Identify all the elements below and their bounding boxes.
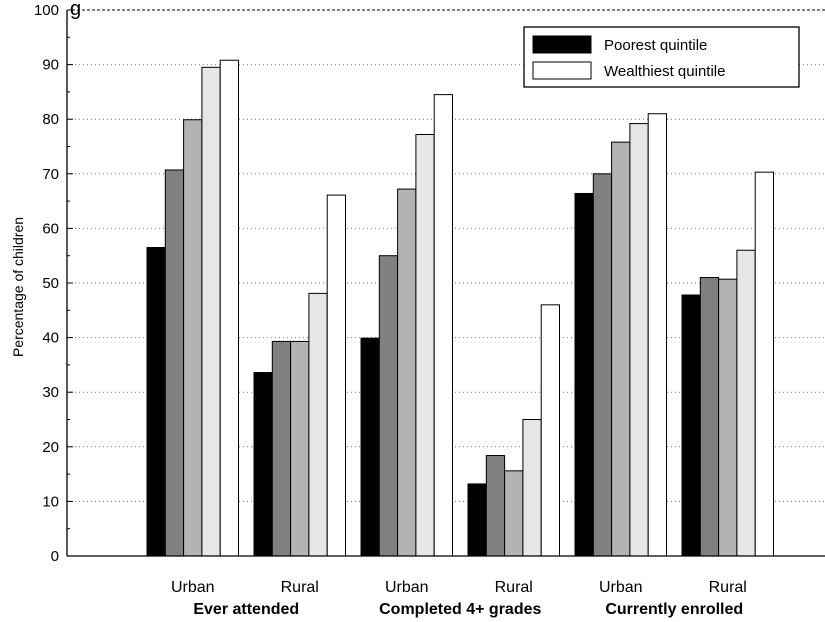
bar-6-q4 xyxy=(736,249,756,557)
y-tick-label: 10 xyxy=(42,493,59,510)
bar-6-q3 xyxy=(718,278,738,557)
y-axis-title: Percentage of children xyxy=(10,217,26,357)
legend-swatch-poorest xyxy=(532,35,592,54)
group-label: Currently enrolled xyxy=(605,601,743,618)
group-label: Completed 4+ grades xyxy=(379,601,541,618)
bar-6-q2 xyxy=(699,277,720,557)
y-tick-label: 20 xyxy=(42,439,59,456)
bar-3-q5 xyxy=(433,94,454,557)
bar-5-q4 xyxy=(629,123,649,557)
legend: Poorest quintile Wealthiest quintile xyxy=(523,26,800,88)
category-label-urban: Urban xyxy=(385,579,429,596)
labels-layer: 0 10 20 30 40 50 60 70 80 90 100 Urban Rural Urban Rur… xyxy=(34,2,747,618)
bar-3-q2 xyxy=(378,255,399,557)
bar-1-q5 xyxy=(219,59,239,557)
bar-2-q1 xyxy=(253,372,273,557)
y-tick-label: 30 xyxy=(42,384,59,401)
bar-2-q3 xyxy=(290,340,310,557)
bar-4-q4 xyxy=(522,419,542,557)
axes-layer xyxy=(66,9,825,557)
chart-title-fragment: g xyxy=(70,0,81,20)
y-tick-label: 100 xyxy=(34,2,59,19)
category-label-rural: Rural xyxy=(709,579,747,596)
bar-2-q5 xyxy=(326,194,347,557)
y-tick-label: 70 xyxy=(42,166,59,183)
bar-5-q3 xyxy=(611,141,631,557)
legend-label-poorest: Poorest quintile xyxy=(604,37,707,54)
category-label-urban: Urban xyxy=(171,579,215,596)
group-label: Ever attended xyxy=(193,601,299,618)
bar-1-q1 xyxy=(146,247,166,557)
bar-1-q3 xyxy=(183,119,203,557)
y-tick-label: 50 xyxy=(42,275,59,292)
bar-2-q2 xyxy=(271,340,292,557)
bar-1-q4 xyxy=(201,66,221,557)
y-tick-label: 60 xyxy=(42,220,59,237)
y-tick-label: 90 xyxy=(42,57,59,74)
bar-3-q3 xyxy=(397,188,417,557)
y-tick-label: 0 xyxy=(51,548,59,565)
category-label-rural: Rural xyxy=(495,579,533,596)
legend-swatch-wealthiest xyxy=(532,61,592,80)
bar-5-q5 xyxy=(647,113,668,557)
bar-1-q2 xyxy=(164,169,185,557)
bar-2-q4 xyxy=(308,292,328,557)
bar-4-q5 xyxy=(540,304,561,557)
bar-3-q4 xyxy=(415,133,435,557)
y-tick-label: 80 xyxy=(42,111,59,128)
bar-4-q2 xyxy=(485,455,506,557)
bar-4-q3 xyxy=(504,470,524,557)
bars-layer xyxy=(146,59,775,557)
y-tick-label: 40 xyxy=(42,330,59,347)
bar-6-q1 xyxy=(681,294,701,557)
bar-6-q5 xyxy=(754,171,775,557)
bar-5-q2 xyxy=(592,173,613,557)
category-label-rural: Rural xyxy=(281,579,319,596)
bar-4-q1 xyxy=(467,483,487,557)
category-label-urban: Urban xyxy=(599,579,643,596)
bar-3-q1 xyxy=(360,337,380,557)
legend-label-wealthiest: Wealthiest quintile xyxy=(604,63,725,80)
bar-5-q1 xyxy=(574,192,594,557)
